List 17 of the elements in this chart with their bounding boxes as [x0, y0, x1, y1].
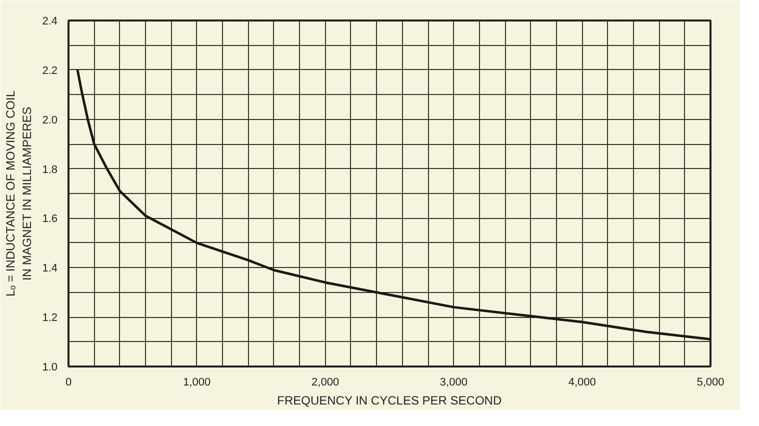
y-tick-label: 2.2: [42, 64, 58, 77]
x-axis-title: FREQUENCY IN CYCLES PER SECOND: [277, 394, 502, 408]
x-tick-label: 1,000: [183, 376, 211, 388]
x-tick-label: 3,000: [440, 376, 468, 388]
x-tick-label: 5,000: [696, 376, 724, 388]
x-tick-label: 0: [65, 376, 72, 388]
line-series: [76, 68, 710, 341]
y-tick-label: 2.0: [42, 114, 58, 126]
y-tick-label: 2.4: [42, 16, 58, 28]
y-tick-label: 1.2: [42, 312, 58, 324]
y-tick-label: 1.6: [42, 213, 58, 226]
x-tick-label: 4,000: [568, 376, 596, 388]
y-axis-title: Lₒ = INDUCTANCE OF MOVING COIL IN MAGNET IN MILLIAMPERES: [3, 90, 34, 296]
x-tick-label: 2,000: [312, 376, 340, 388]
y-tick-label: 1.8: [42, 164, 58, 176]
y-tick-label: 1.0: [42, 362, 58, 374]
y-tick-label: 1.4: [42, 262, 58, 275]
